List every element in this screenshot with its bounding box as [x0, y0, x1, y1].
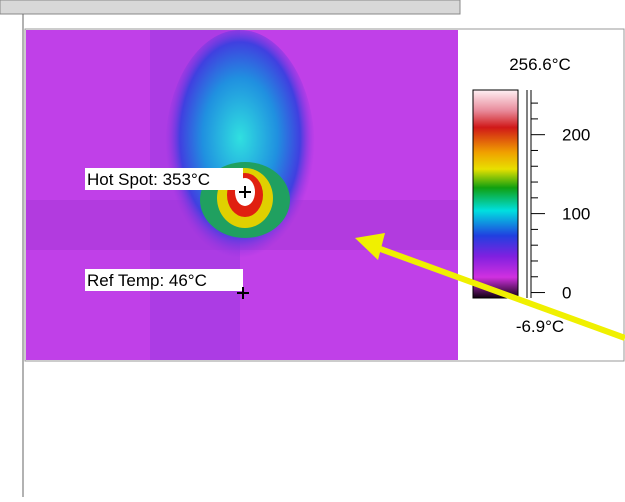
max-label: 256.6°C	[509, 55, 571, 74]
tick-label: 100	[562, 205, 590, 224]
tick-label: 0	[562, 284, 571, 303]
title-bar	[0, 0, 461, 15]
tick-label: 200	[562, 126, 590, 145]
color-scale	[472, 89, 519, 299]
label: Ref Temp: 46°C	[87, 271, 207, 290]
label: Hot Spot: 353°C	[87, 170, 210, 189]
hot-spot: Hot Spot: 353°C	[85, 168, 251, 198]
min-label: -6.9°C	[516, 317, 564, 336]
ref-temp: Ref Temp: 46°C	[85, 269, 249, 299]
label-box	[85, 168, 243, 190]
label-box	[85, 269, 243, 291]
colorbar: 256.6°C -6.9°C 0 100 200	[472, 55, 590, 336]
pointer-arrow	[355, 233, 625, 341]
thermal-image	[26, 30, 458, 360]
